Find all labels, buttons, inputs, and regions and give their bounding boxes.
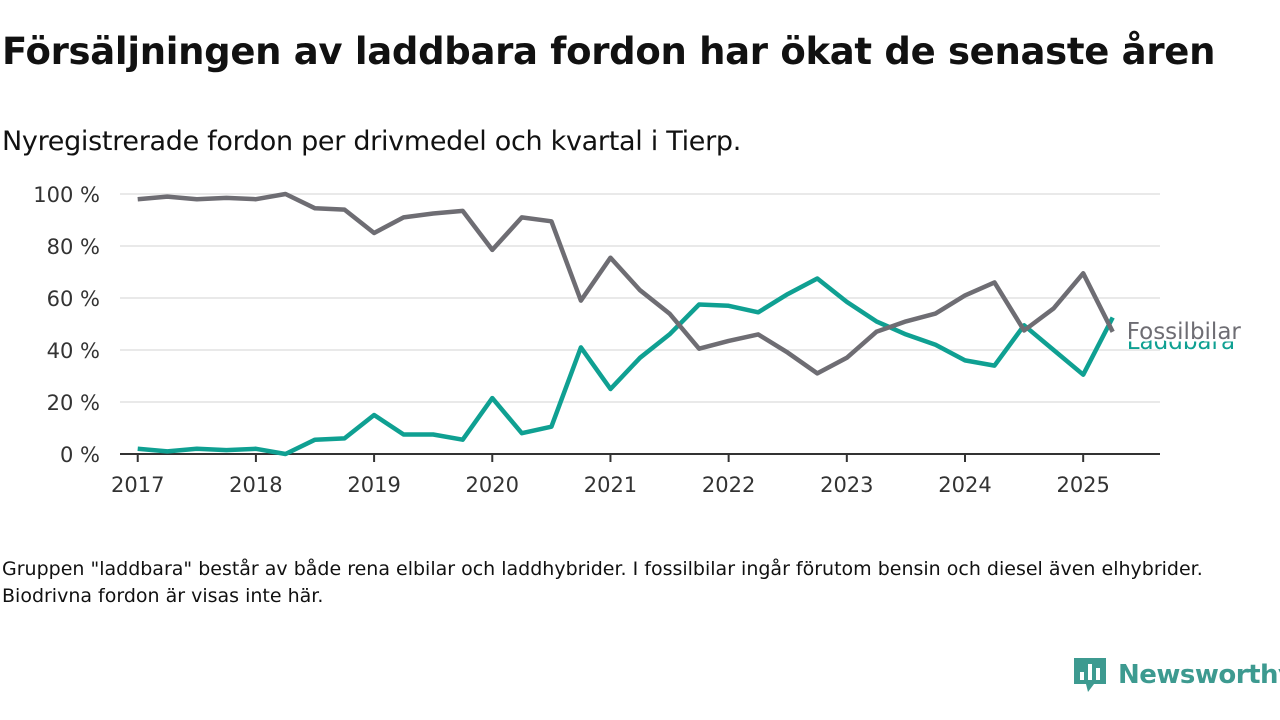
y-tick-label: 60 % (47, 287, 100, 311)
x-tick-label: 2023 (820, 473, 873, 497)
x-tick-label: 2021 (584, 473, 637, 497)
brand-name: Newsworthy (1118, 660, 1280, 690)
x-axis: 2017 2018 2019 2020 2021 2022 2023 2024 2025 (111, 453, 1160, 497)
x-tick-label: 2020 (466, 473, 519, 497)
series-line-fossilbilar (137, 191, 1115, 376)
x-tick-label: 2017 (111, 473, 164, 497)
newsworthy-logo-icon (1074, 658, 1106, 692)
series-lines (137, 191, 1115, 457)
footnote: Gruppen "laddbara" består av både rena e… (2, 558, 1203, 607)
series-label-laddbara: Laddbara (1127, 329, 1235, 355)
y-tick-label: 40 % (47, 339, 100, 363)
line-chart: 0 % 20 % 40 % 60 % 80 % 100 % 2017 2018 2019 202… (33, 183, 1244, 497)
y-tick-label: 100 % (33, 183, 100, 207)
y-tick-label: 20 % (47, 391, 100, 415)
y-tick-label: 80 % (47, 235, 100, 259)
series-label-fossilbilar: Fossilbilar (1127, 319, 1242, 345)
y-tick-label: 0 % (60, 443, 100, 467)
x-tick-label: 2025 (1056, 473, 1109, 497)
y-axis-tick-labels: 0 % 20 % 40 % 60 % 80 % 100 % (33, 183, 100, 467)
grid-lines (120, 193, 1160, 403)
brand-logo: Newsworthy (1072, 656, 1280, 694)
x-tick-label: 2018 (229, 473, 282, 497)
chart-title: Försäljningen av laddbara fordon har öka… (2, 30, 1216, 73)
x-tick-label: 2019 (347, 473, 400, 497)
x-tick-label: 2022 (702, 473, 755, 497)
x-tick-label: 2024 (938, 473, 991, 497)
chart-subtitle: Nyregistrerade fordon per drivmedel och … (2, 126, 742, 157)
series-line-laddbara (137, 276, 1115, 457)
